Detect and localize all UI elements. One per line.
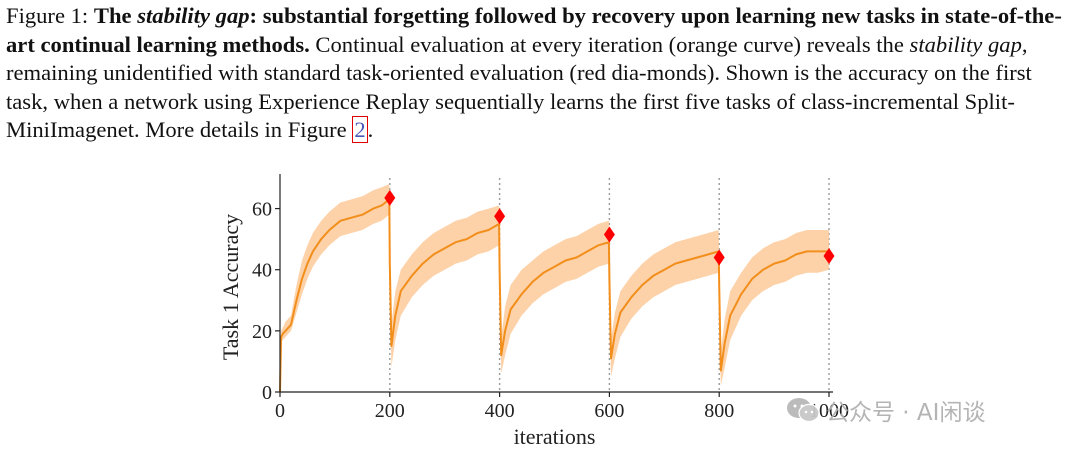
y-axis-label: Task 1 Accuracy [218, 214, 243, 360]
x-tick-label: 1000 [809, 400, 849, 422]
y-tick-label: 60 [252, 199, 272, 221]
x-tick-label: 0 [275, 400, 285, 422]
accuracy-chart: 0 200 400 600 800 1000 0 20 40 60 iterations Task 1… [218, 174, 849, 449]
task-eval-diamond [603, 226, 615, 243]
wechat-icon [787, 398, 820, 423]
task-eval-diamond [494, 208, 506, 225]
caption-italic-term: stability gap [909, 31, 1022, 57]
accuracy-band [280, 184, 829, 392]
caption-bold-italic-term: stability gap [137, 3, 250, 28]
task-eval-diamond [384, 189, 396, 206]
x-axis-label: iterations [514, 424, 596, 449]
y-tick-label: 0 [262, 382, 272, 404]
caption-bold-lead: The stability gap: substantial forgettin… [6, 3, 1062, 57]
y-tick-label: 40 [252, 260, 272, 282]
figure-caption: Figure 1: The stability gap: substantial… [6, 3, 1062, 144]
x-tick-label: 400 [485, 400, 515, 422]
task-eval-diamond [713, 249, 725, 266]
x-tick-label: 800 [704, 400, 734, 422]
caption-text-1: Continual evaluation at every iteration … [309, 31, 910, 57]
caption-text-2: , remaining unidentified with standard t… [6, 31, 1032, 143]
accuracy-line [279, 198, 829, 393]
x-tick-label: 600 [594, 400, 624, 422]
watermark: 公众号 · AI闲谈 [786, 393, 985, 427]
watermark-text: 公众号 · AI闲谈 [826, 400, 986, 426]
x-tick-label: 200 [375, 400, 405, 422]
task-eval-diamond [823, 247, 835, 264]
figure-reference-link[interactable]: 2 [352, 116, 368, 144]
figure-label: Figure 1: [6, 3, 89, 28]
y-tick-label: 20 [252, 321, 272, 343]
